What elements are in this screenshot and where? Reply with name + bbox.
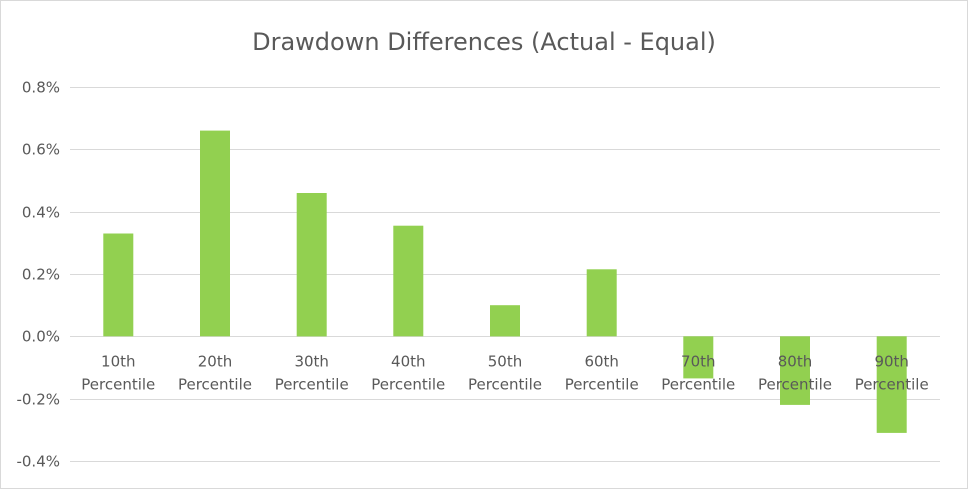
x-axis-category-labels: 10th Percentile 20th Percentile 30th Percenti… [81, 352, 928, 393]
bar [103, 233, 134, 337]
x-category-label: 90th Percentile [855, 352, 929, 393]
y-tick-label: -0.4% [16, 453, 60, 471]
bar [200, 130, 230, 337]
y-tick-label: 0.0% [22, 328, 60, 346]
y-axis-tick-labels: 0.8% 0.6% 0.4% 0.2% 0.0% -0.2% -0.4% [16, 79, 60, 471]
bar [876, 336, 907, 433]
y-tick-label: -0.2% [16, 391, 60, 409]
bar [490, 305, 520, 337]
x-category-label: 70th Percentile [661, 352, 735, 393]
chart-title: Drawdown Differences (Actual - Equal) [252, 28, 716, 56]
y-tick-label: 0.6% [22, 141, 60, 159]
bar [683, 336, 714, 379]
x-category-label: 40th Percentile [371, 352, 445, 393]
x-category-label: 30th Percentile [275, 352, 349, 393]
x-category-label: 20th Percentile [178, 352, 252, 393]
y-tick-label: 0.2% [22, 266, 60, 284]
bar [586, 269, 617, 337]
x-category-label: 60th Percentile [565, 352, 639, 393]
bar [296, 193, 327, 337]
x-category-label: 80th Percentile [758, 352, 832, 393]
bars [103, 130, 907, 433]
y-tick-label: 0.8% [22, 79, 60, 97]
bar [780, 336, 810, 405]
y-tick-label: 0.4% [22, 204, 60, 222]
x-category-label: 50th Percentile [468, 352, 542, 393]
bar [393, 225, 424, 337]
x-category-label: 10th Percentile [81, 352, 155, 393]
